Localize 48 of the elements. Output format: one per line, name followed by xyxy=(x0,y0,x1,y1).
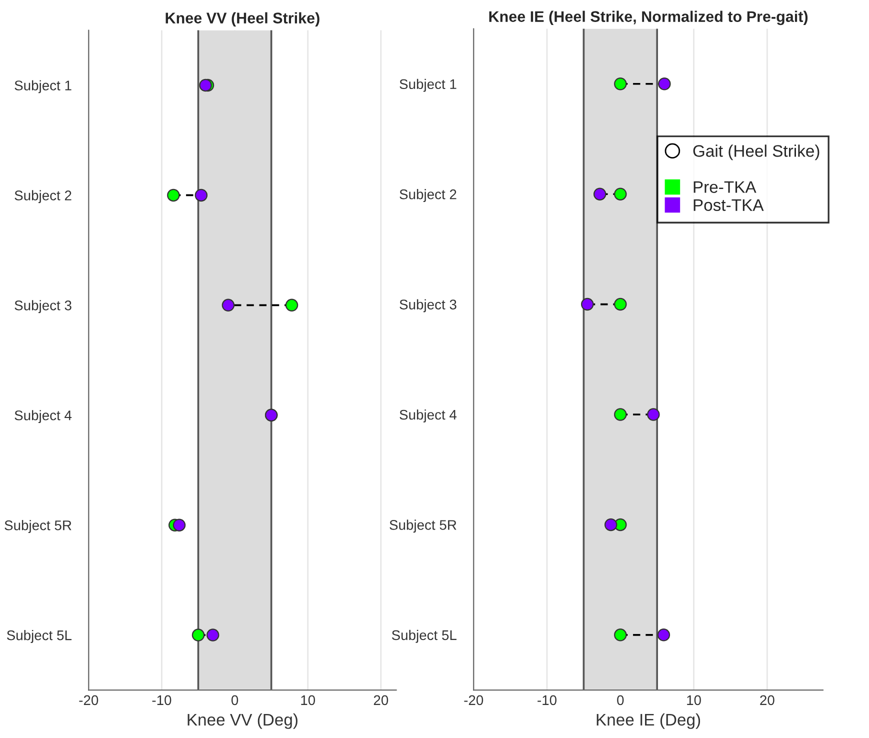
point xyxy=(167,188,180,202)
point xyxy=(172,518,186,532)
legend-label: Post-TKA xyxy=(694,199,764,211)
point xyxy=(614,628,627,642)
y-tick-label: Subject 4 xyxy=(400,409,457,422)
point xyxy=(614,188,627,200)
x-axis-title: Knee IE (Deg) xyxy=(596,713,700,729)
point xyxy=(199,78,212,92)
x-tick-label: -10 xyxy=(538,695,556,706)
y-tick-label: Subject 2 xyxy=(14,190,72,204)
chart-title: Knee IE (Heel Strike, Normalized to Pre-gait) xyxy=(489,10,808,26)
x-tick-label: 10 xyxy=(301,695,316,706)
y-tick-label: Subject 2 xyxy=(400,189,456,202)
x-tick-label: -10 xyxy=(152,695,172,706)
x-tick-label: 10 xyxy=(687,695,701,706)
point xyxy=(614,408,627,421)
x-tick-label: 0 xyxy=(231,695,238,706)
y-tick-label: Subject 5L xyxy=(6,630,72,643)
point xyxy=(614,298,627,311)
x-axis-title: Knee VV (Deg) xyxy=(188,713,298,729)
x-tick-label: 20 xyxy=(760,695,774,706)
y-tick-label: Subject 1 xyxy=(14,80,72,94)
chart-title: Knee VV (Heel Strike) xyxy=(166,12,320,26)
y-tick-label: Subject 3 xyxy=(14,300,72,314)
point xyxy=(285,298,298,312)
y-tick-label: Subject 1 xyxy=(400,78,456,92)
point xyxy=(593,188,606,200)
point xyxy=(647,408,660,421)
point xyxy=(192,628,205,642)
y-tick-label: Subject 5R xyxy=(390,520,456,533)
y-tick-label: Subject 4 xyxy=(14,410,72,424)
point xyxy=(604,518,618,532)
point xyxy=(658,78,671,90)
point xyxy=(194,188,208,202)
point xyxy=(222,298,235,312)
y-tick-label: Subject 5R xyxy=(4,520,72,533)
x-tick-label: 0 xyxy=(617,695,624,706)
x-tick-label: -20 xyxy=(464,695,484,706)
legend-label: Pre-TKA xyxy=(694,181,756,193)
point xyxy=(614,78,627,90)
x-tick-label: 20 xyxy=(374,695,388,706)
y-tick-label: Subject 3 xyxy=(400,299,456,312)
x-tick-label: -20 xyxy=(79,695,98,706)
point xyxy=(580,298,594,311)
point xyxy=(206,628,220,642)
y-tick-label: Subject 5L xyxy=(392,630,456,643)
legend-title: Gait (Heel Strike) xyxy=(693,144,820,160)
point xyxy=(657,628,670,642)
